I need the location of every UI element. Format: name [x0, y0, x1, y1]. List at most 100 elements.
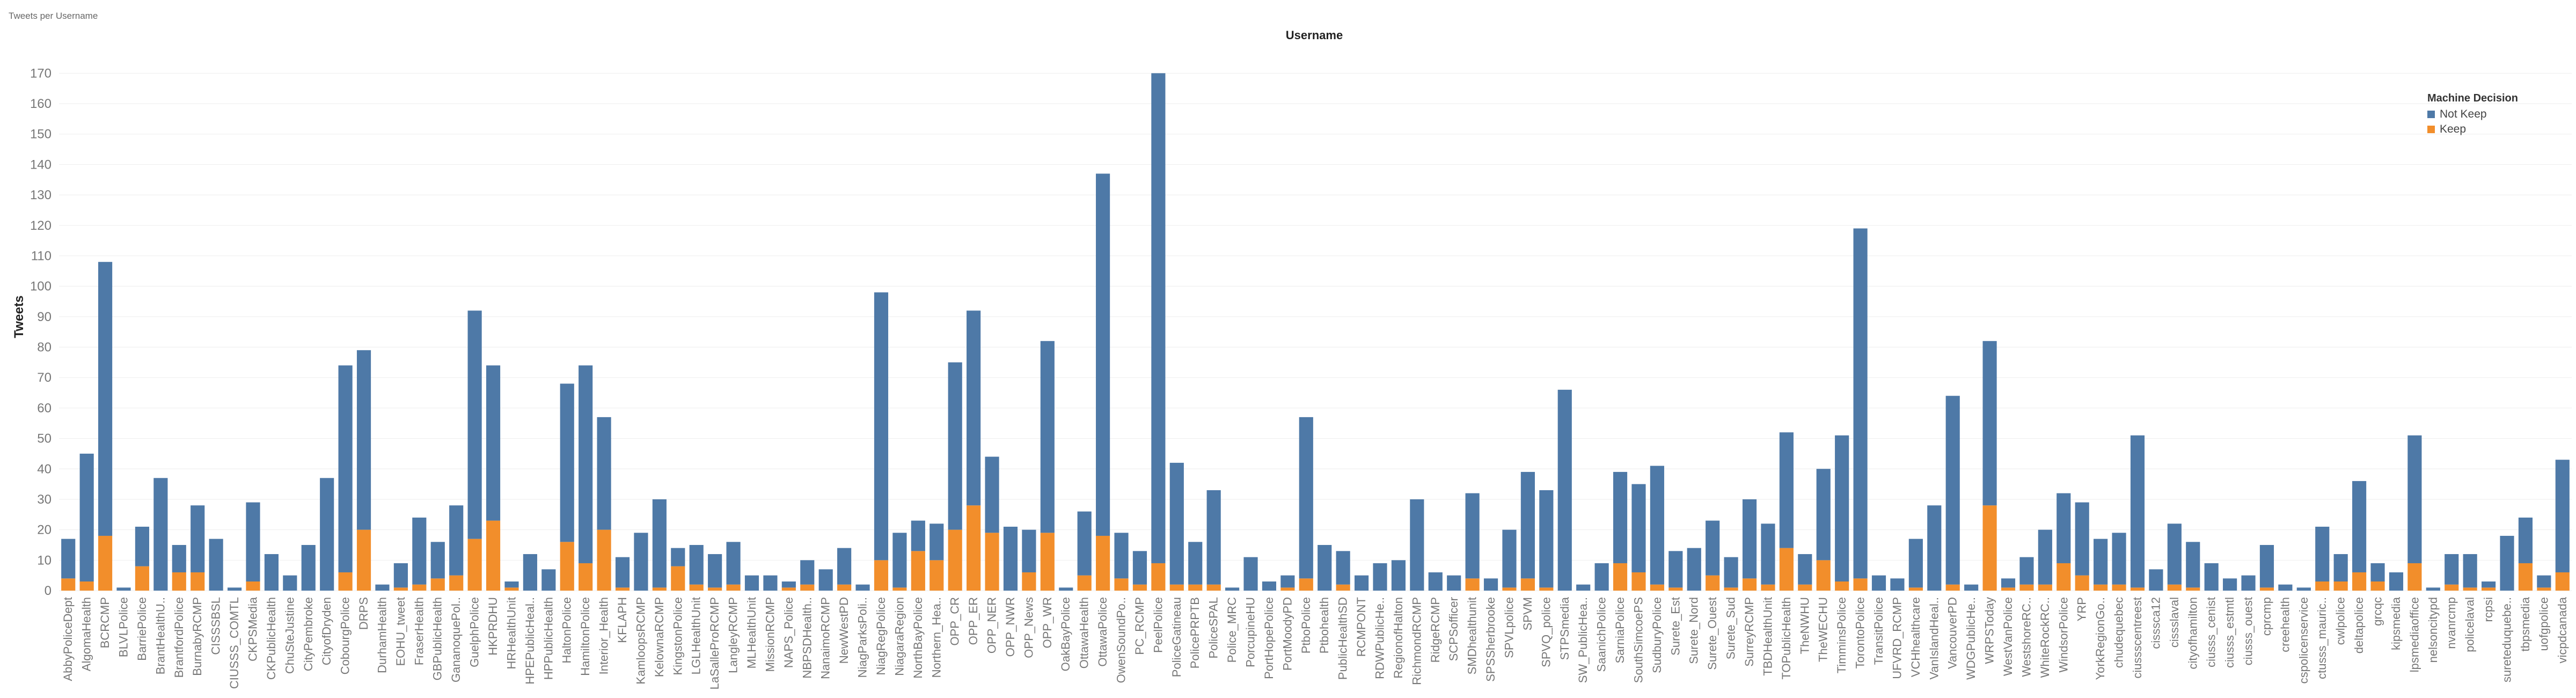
bar-not-keep[interactable]: [781, 581, 796, 588]
bar-keep[interactable]: [837, 584, 852, 591]
bar-not-keep[interactable]: [1447, 575, 1461, 591]
bar-keep[interactable]: [1520, 578, 1535, 591]
bar-not-keep[interactable]: [1982, 341, 1997, 506]
bar-not-keep[interactable]: [227, 587, 242, 591]
bar-not-keep[interactable]: [2389, 572, 2404, 591]
bar-not-keep[interactable]: [615, 557, 630, 588]
bar-keep[interactable]: [356, 529, 371, 591]
bar-not-keep[interactable]: [2445, 554, 2459, 585]
bar-not-keep[interactable]: [1945, 396, 1960, 585]
bar-not-keep[interactable]: [2112, 533, 2126, 585]
bar-not-keep[interactable]: [1336, 551, 1350, 585]
bar-not-keep[interactable]: [2518, 517, 2533, 563]
bar-keep[interactable]: [338, 572, 353, 591]
bar-not-keep[interactable]: [1243, 557, 1258, 591]
bar-not-keep[interactable]: [1798, 554, 1812, 585]
bar-keep[interactable]: [1096, 535, 1110, 591]
bar-not-keep[interactable]: [1151, 73, 1166, 563]
bar-not-keep[interactable]: [634, 533, 648, 591]
bar-not-keep[interactable]: [283, 575, 297, 591]
bar-not-keep[interactable]: [652, 499, 667, 588]
bar-not-keep[interactable]: [153, 478, 168, 591]
bar-not-keep[interactable]: [79, 453, 94, 581]
bar-not-keep[interactable]: [2094, 539, 2108, 585]
bar-not-keep[interactable]: [246, 502, 260, 581]
legend-item-keep[interactable]: Keep: [2427, 123, 2518, 136]
bar-keep[interactable]: [1465, 578, 1480, 591]
bar-keep[interactable]: [449, 575, 464, 591]
bar-not-keep[interactable]: [1188, 542, 1203, 585]
bar-keep[interactable]: [726, 584, 741, 591]
bar-keep[interactable]: [79, 581, 94, 591]
bar-not-keep[interactable]: [1373, 563, 1387, 591]
bar-not-keep[interactable]: [209, 539, 223, 591]
bar-not-keep[interactable]: [1022, 529, 1036, 572]
bar-not-keep[interactable]: [2038, 529, 2052, 585]
bar-keep[interactable]: [2537, 587, 2551, 591]
bar-keep[interactable]: [172, 572, 186, 591]
bar-not-keep[interactable]: [2555, 460, 2570, 572]
bar-not-keep[interactable]: [1576, 584, 1591, 591]
bar-keep[interactable]: [892, 587, 907, 591]
bar-not-keep[interactable]: [1557, 389, 1572, 591]
bar-keep[interactable]: [1206, 584, 1221, 591]
bar-keep[interactable]: [246, 581, 260, 591]
bar-not-keep[interactable]: [61, 539, 76, 579]
bar-not-keep[interactable]: [1816, 469, 1831, 561]
bar-keep[interactable]: [2001, 587, 2016, 591]
bar-not-keep[interactable]: [2481, 581, 2496, 588]
bar-keep[interactable]: [393, 587, 408, 591]
bar-not-keep[interactable]: [2352, 481, 2367, 572]
bar-not-keep[interactable]: [1206, 490, 1221, 585]
bar-keep[interactable]: [1151, 563, 1166, 591]
bar-keep[interactable]: [2407, 563, 2422, 591]
bar-keep[interactable]: [1908, 587, 1923, 591]
legend-item-not-keep[interactable]: Not Keep: [2427, 108, 2518, 121]
bar-keep[interactable]: [1040, 533, 1055, 591]
bar-not-keep[interactable]: [430, 542, 445, 579]
bar-keep[interactable]: [2094, 584, 2108, 591]
bar-not-keep[interactable]: [1114, 533, 1129, 579]
bar-not-keep[interactable]: [560, 383, 574, 542]
bar-not-keep[interactable]: [1779, 432, 1794, 548]
bar-not-keep[interactable]: [116, 587, 131, 591]
bar-keep[interactable]: [1650, 584, 1664, 591]
bar-not-keep[interactable]: [763, 575, 778, 591]
bar-not-keep[interactable]: [1262, 581, 1277, 591]
bar-not-keep[interactable]: [744, 575, 759, 591]
bar-keep[interactable]: [930, 560, 944, 591]
bar-keep[interactable]: [467, 539, 482, 591]
bar-keep[interactable]: [1706, 575, 1720, 591]
bar-keep[interactable]: [800, 584, 815, 591]
bar-not-keep[interactable]: [1483, 578, 1498, 591]
bar-not-keep[interactable]: [1631, 484, 1646, 572]
bar-keep[interactable]: [2370, 581, 2385, 591]
bar-keep[interactable]: [671, 566, 685, 591]
bar-not-keep[interactable]: [948, 362, 962, 530]
bar-not-keep[interactable]: [2149, 569, 2163, 591]
bar-not-keep[interactable]: [1280, 575, 1295, 588]
bar-not-keep[interactable]: [2407, 435, 2422, 563]
bar-not-keep[interactable]: [172, 544, 186, 572]
bar-not-keep[interactable]: [1724, 557, 1738, 588]
bar-keep[interactable]: [2167, 584, 2182, 591]
bar-not-keep[interactable]: [1040, 341, 1055, 533]
bar-not-keep[interactable]: [967, 310, 981, 506]
bar-not-keep[interactable]: [1761, 524, 1775, 585]
bar-not-keep[interactable]: [597, 417, 611, 530]
bar-not-keep[interactable]: [1539, 490, 1554, 588]
bar-keep[interactable]: [1336, 584, 1350, 591]
bar-not-keep[interactable]: [2370, 563, 2385, 581]
bar-keep[interactable]: [412, 584, 427, 591]
bar-keep[interactable]: [708, 587, 722, 591]
bar-keep[interactable]: [1982, 505, 1997, 591]
bar-not-keep[interactable]: [689, 544, 704, 585]
bar-not-keep[interactable]: [2463, 554, 2477, 588]
bar-keep[interactable]: [2038, 584, 2052, 591]
bar-keep[interactable]: [1779, 548, 1794, 591]
bar-keep[interactable]: [1280, 587, 1295, 591]
bar-not-keep[interactable]: [504, 581, 519, 588]
bar-not-keep[interactable]: [1706, 520, 1720, 576]
bar-not-keep[interactable]: [2333, 554, 2348, 581]
bar-not-keep[interactable]: [837, 548, 852, 585]
